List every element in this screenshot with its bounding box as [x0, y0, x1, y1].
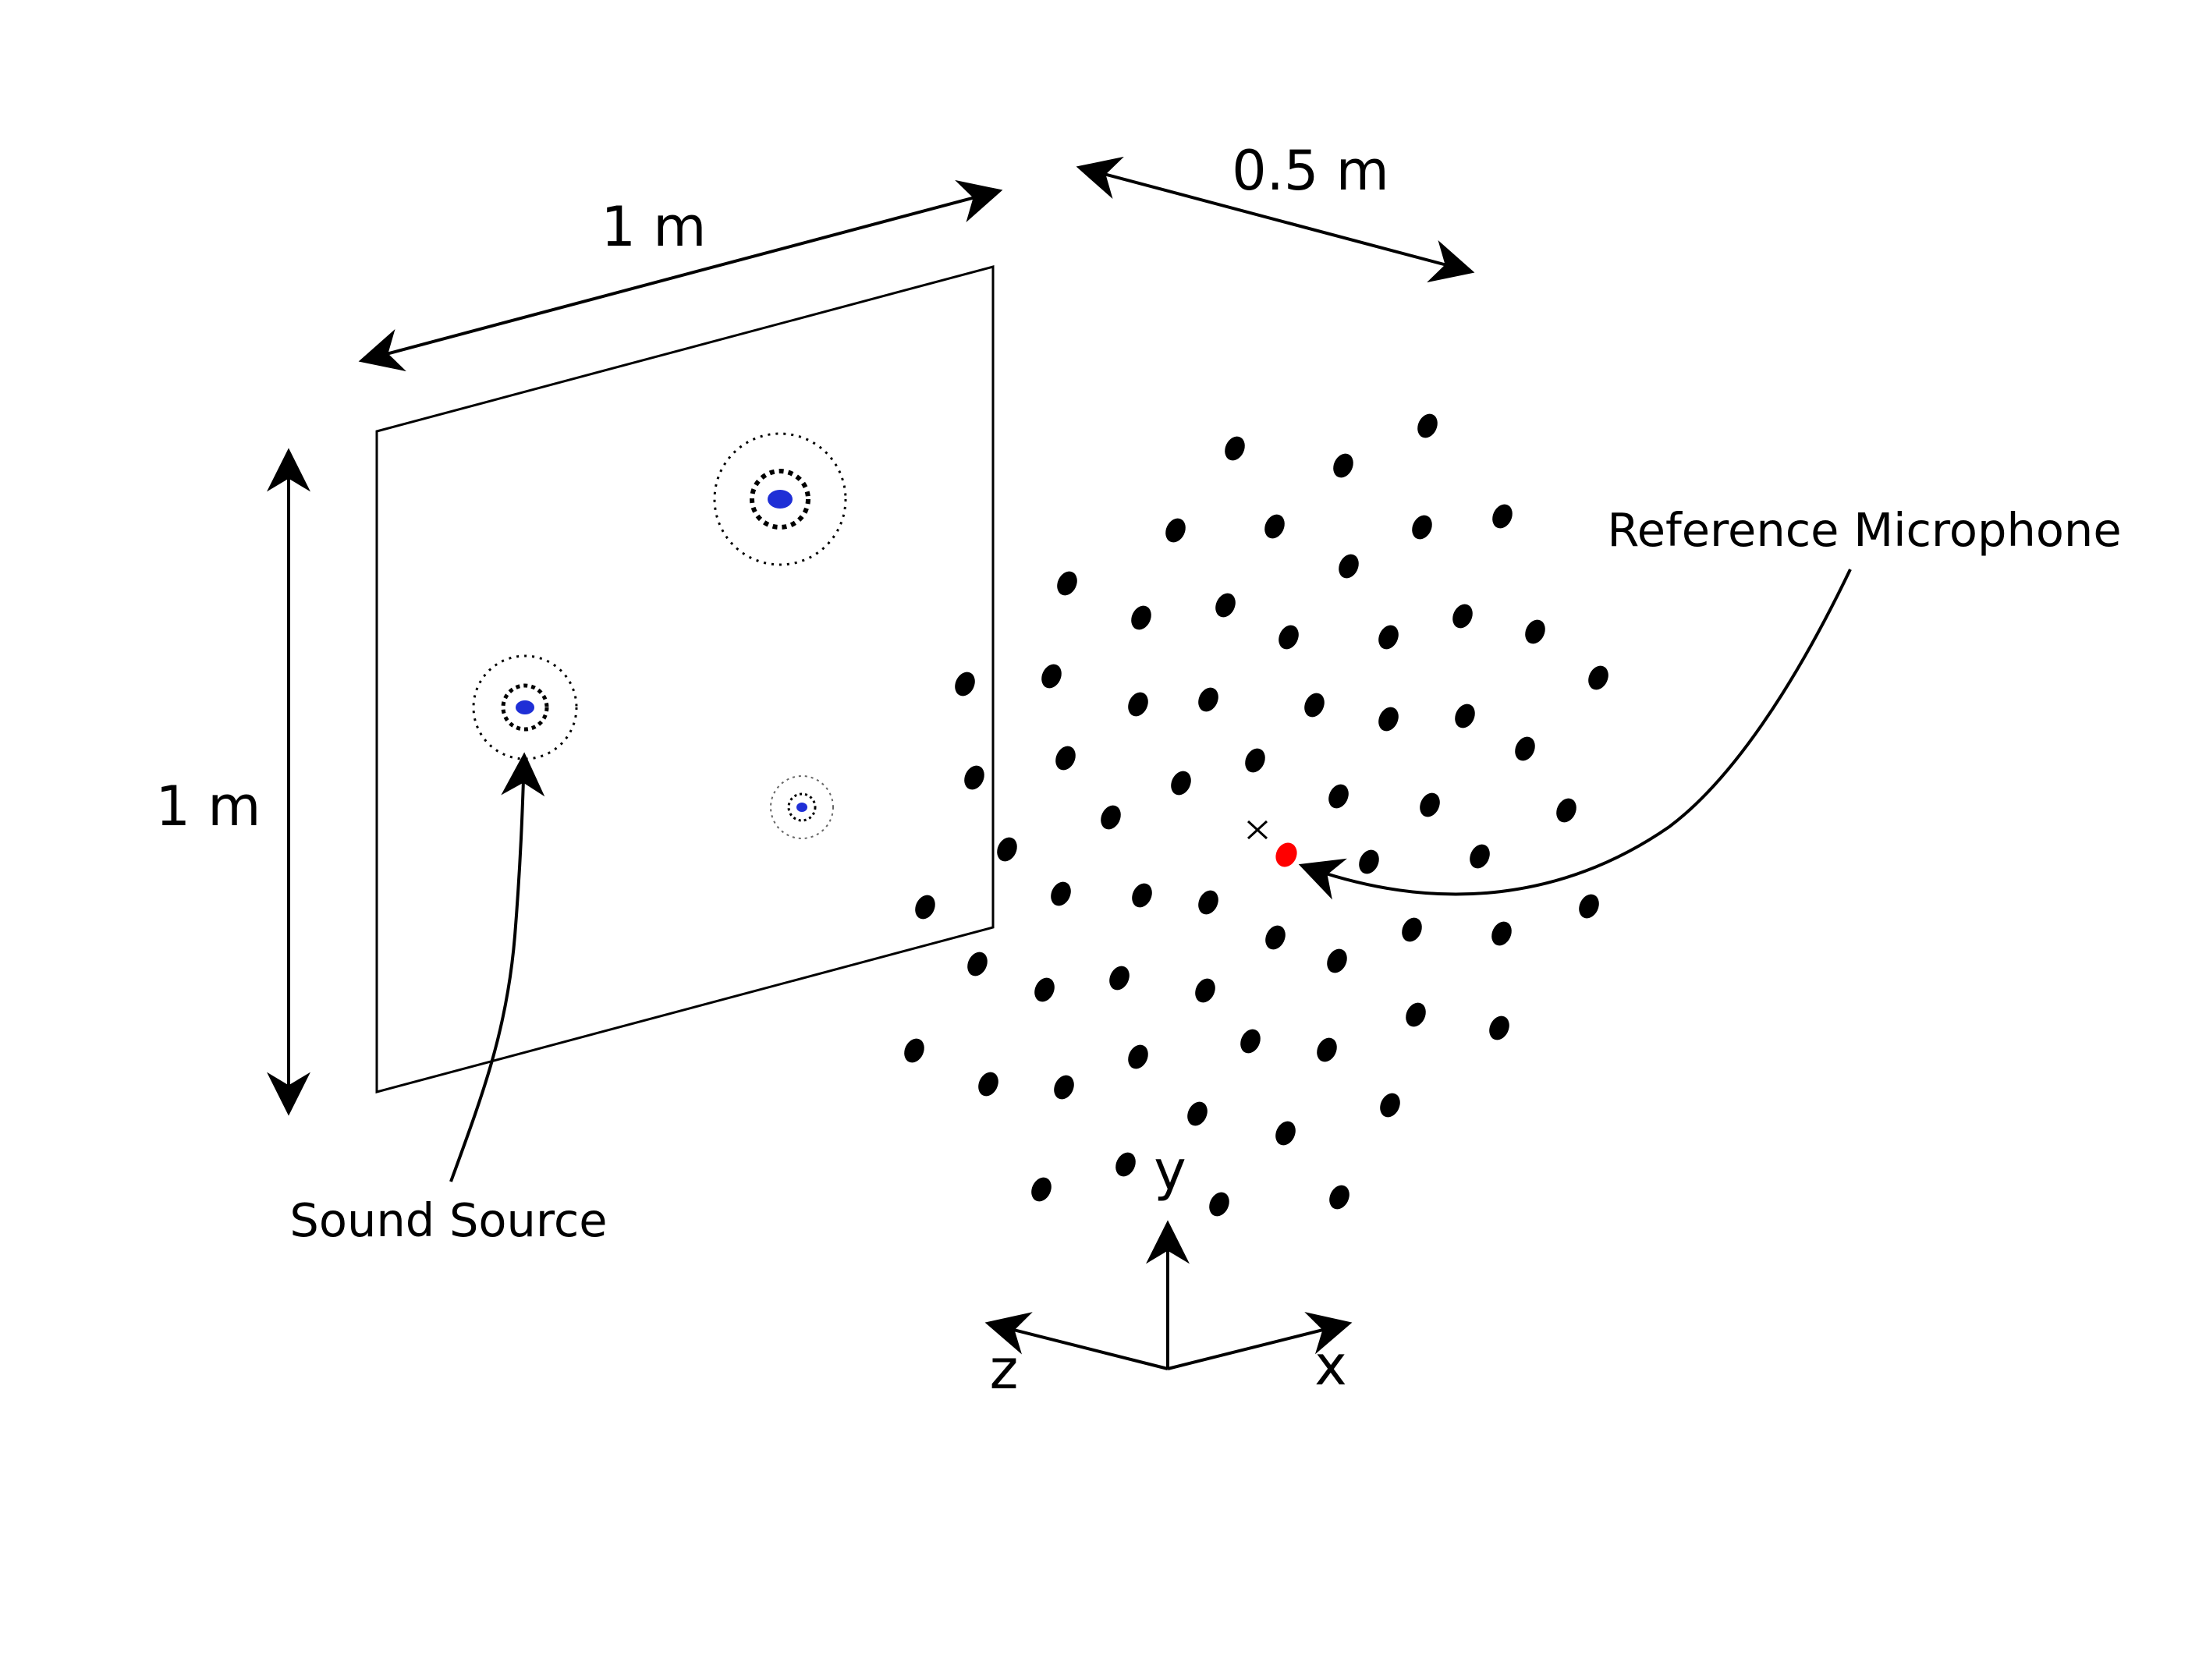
microphone	[1304, 693, 1325, 718]
microphone	[1171, 771, 1191, 796]
microphone	[1420, 792, 1440, 817]
height-label: 1 m	[156, 774, 261, 838]
microphone	[1198, 890, 1218, 915]
microphone	[1055, 746, 1076, 771]
microphone	[1054, 1075, 1074, 1100]
width-label: 1 m	[601, 195, 707, 259]
microphone	[1359, 849, 1379, 874]
x-axis	[1167, 1312, 1353, 1370]
microphone	[967, 952, 988, 976]
microphone	[1491, 921, 1512, 946]
microphone	[1327, 948, 1347, 973]
microphone	[1317, 1037, 1337, 1062]
microphone	[1579, 894, 1599, 919]
microphone	[1470, 844, 1490, 869]
microphone	[1198, 687, 1218, 712]
sound-source-pointer	[449, 752, 545, 1182]
microphone	[1333, 453, 1353, 478]
microphone	[978, 1072, 998, 1097]
microphone	[1588, 665, 1608, 690]
x-axis-label: x	[1314, 1334, 1346, 1398]
microphone	[1041, 664, 1062, 689]
microphone	[1329, 1185, 1349, 1210]
microphone	[1455, 704, 1475, 728]
microphone	[1187, 1101, 1208, 1126]
microphone	[1417, 413, 1438, 438]
z-axis-label: z	[990, 1338, 1019, 1402]
reference-microphone-pointer	[1298, 569, 1852, 900]
microphone	[1339, 554, 1359, 579]
microphone	[1034, 977, 1055, 1002]
microphone	[1378, 625, 1399, 650]
microphone	[1378, 707, 1399, 732]
microphone	[1492, 504, 1513, 529]
microphone	[1380, 1093, 1400, 1118]
source-plane	[375, 265, 995, 1093]
microphone	[1489, 1015, 1509, 1040]
microphone	[1165, 518, 1186, 543]
y-axis-label: y	[1154, 1139, 1186, 1203]
microphone	[1109, 966, 1130, 991]
microphone	[1225, 436, 1245, 461]
microphone	[1515, 736, 1535, 761]
microphone	[955, 672, 975, 696]
microphone	[915, 895, 935, 920]
sound-source-2	[472, 654, 578, 760]
microphone	[1525, 619, 1545, 644]
sound-source-3	[770, 775, 834, 839]
microphone	[1275, 1121, 1296, 1146]
microphone	[1128, 1044, 1148, 1069]
coordinate-axes: y x z	[984, 1139, 1353, 1402]
microphone	[1115, 1152, 1136, 1177]
microphone	[1556, 798, 1576, 823]
array-center-marker	[1247, 820, 1268, 840]
microphone	[1412, 515, 1432, 540]
microphone	[1132, 883, 1152, 908]
sound-source-label: Sound Source	[289, 1193, 607, 1247]
microphone	[1057, 571, 1077, 596]
depth-label: 0.5 m	[1232, 139, 1389, 203]
microphone	[1209, 1192, 1229, 1217]
microphone	[1265, 925, 1286, 950]
microphone	[1279, 625, 1299, 650]
z-axis	[984, 1312, 1169, 1370]
microphone	[1406, 1002, 1426, 1027]
microphone	[1452, 604, 1473, 629]
microphone	[1195, 978, 1215, 1003]
depth-dimension-arrow	[1076, 156, 1475, 283]
microphone	[1328, 784, 1349, 809]
microphone	[1240, 1029, 1261, 1054]
microphone	[1402, 917, 1422, 942]
microphone	[904, 1038, 924, 1063]
microphone	[964, 765, 984, 790]
microphone	[1031, 1177, 1052, 1202]
microphone	[1215, 593, 1236, 618]
microphone	[1128, 692, 1148, 717]
sound-source-1	[713, 432, 847, 566]
microphone	[997, 837, 1017, 862]
width-dimension-arrow	[358, 179, 1003, 372]
microphone	[1131, 605, 1151, 630]
reference-microphone	[1275, 842, 1297, 867]
reference-microphone-label: Reference Microphone	[1607, 503, 2121, 557]
microphone	[1101, 805, 1121, 830]
microphone	[1264, 514, 1285, 539]
microphone	[1245, 748, 1265, 773]
microphone-array	[904, 413, 1608, 1217]
microphone	[1051, 881, 1071, 906]
